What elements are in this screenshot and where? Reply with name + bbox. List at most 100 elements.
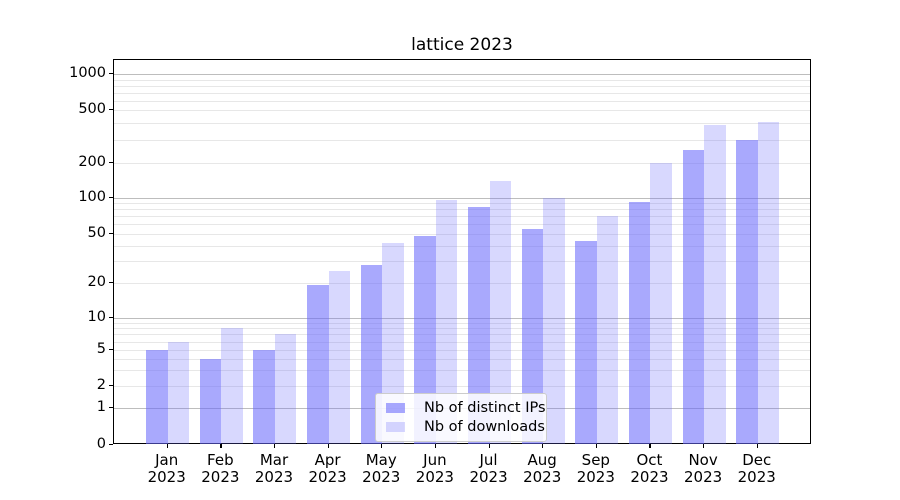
x-tick-mark [756,444,758,448]
y-tick-label: 50 [87,224,106,241]
x-tick-label-line: Jul [479,451,498,469]
x-tick-label-line: 2023 [684,467,723,486]
y-tick-mark [109,406,113,408]
x-tick-mark [649,444,651,448]
x-tick-label-line: 2023 [362,467,401,486]
bar-downloads [167,341,190,445]
x-tick-label: Aug 2023 [510,452,574,485]
x-tick-label-line: 2023 [630,467,669,486]
y-tick-label: 2 [96,377,106,393]
bar-distinct-ips [736,139,758,445]
bar-downloads [221,328,243,445]
x-tick-label-line: Aug [527,451,557,469]
gridline-minor [114,110,810,112]
gridline-minor [114,245,810,247]
legend-swatch-distinct-ips-icon [386,403,405,413]
x-tick-label-line: Oct [636,451,663,469]
y-tick-label: 5 [96,341,106,358]
x-tick-label-line: 2023 [576,467,615,486]
x-tick-mark [327,444,329,448]
x-tick-mark [166,444,168,448]
x-tick-label: Nov 2023 [671,452,735,485]
x-tick-label: Sep 2023 [564,452,628,485]
x-tick-mark [703,444,705,448]
x-tick-label-line: 2023 [201,467,240,486]
y-tick-mark [109,349,113,351]
x-tick-label: Oct 2023 [617,452,681,485]
y-tick-mark [109,109,113,111]
y-tick-label: 0 [96,435,106,452]
gridline-major [114,74,810,76]
bar-distinct-ips [414,235,436,445]
y-tick-mark [109,385,113,387]
bar-distinct-ips [199,358,222,445]
bar-distinct-ips [146,350,168,445]
bar-downloads [328,270,351,445]
gridline-minor [114,233,810,235]
chart-title: lattice 2023 [411,35,513,55]
x-tick-label-line: Nov [688,451,718,469]
x-tick-label: May 2023 [349,452,413,485]
y-tick-mark [109,232,113,234]
x-tick-label-line: May [365,451,397,469]
legend: Nb of distinct IPs Nb of downloads [375,393,547,442]
gridline-minor [114,224,810,226]
gridline-minor [114,216,810,218]
gridline-minor [114,341,810,343]
x-tick-label-line: Apr [314,451,341,469]
bar-distinct-ips [628,202,651,445]
y-tick-mark [109,281,113,283]
bar-downloads [435,200,458,445]
legend-item-distinct-ips: Nb of distinct IPs [386,400,546,416]
x-tick-label: Jul 2023 [457,452,521,485]
x-tick-label: Apr 2023 [296,452,360,485]
gridline-minor [114,203,810,205]
gridline-minor [114,370,810,372]
x-tick-label-line: 2023 [469,467,508,486]
legend-item-downloads: Nb of downloads [386,419,545,435]
gridline-minor [114,123,810,125]
x-tick-label: Dec 2023 [725,452,789,485]
x-tick-label: Jan 2023 [135,452,199,485]
bar-downloads [489,180,512,445]
x-tick-label-line: Dec [742,451,772,469]
plot-area: Nb of distinct IPs Nb of downloads [113,59,811,445]
bar-downloads [704,125,726,445]
x-tick-label: Feb 2023 [188,452,252,485]
bar-downloads [543,197,565,445]
y-tick-label: 1000 [69,65,106,82]
gridline-minor [114,282,810,284]
x-tick-label-line: Mar [259,451,289,469]
x-tick-label-line: 2023 [254,467,294,486]
bar-distinct-ips [575,240,597,445]
x-tick-mark [595,444,597,448]
x-tick-label-line: 2023 [147,467,186,486]
x-tick-mark [434,444,437,448]
x-tick-label-line: 2023 [523,467,562,486]
gridline-minor [114,139,810,141]
y-tick-mark [109,161,113,163]
gridline-major [114,317,810,319]
legend-swatch-downloads-icon [386,422,405,432]
bar-distinct-ips [307,285,329,445]
y-tick-mark [109,316,113,318]
y-tick-mark [109,196,113,198]
x-tick-label-line: 2023 [415,467,454,486]
x-tick-mark [220,444,222,448]
x-tick-label-line: Sep [581,451,610,469]
x-tick-label: Mar 2023 [242,452,306,485]
legend-label-distinct-ips: Nb of distinct IPs [424,400,546,416]
x-tick-mark [488,444,490,448]
legend-label-downloads: Nb of downloads [424,419,545,435]
gridline-minor [114,328,810,330]
gridline-minor [114,79,810,81]
gridline-minor [114,92,810,94]
gridline-minor [114,85,810,87]
bar-downloads [274,334,297,445]
y-tick-label: 200 [78,153,106,170]
bar-distinct-ips [253,350,275,445]
bar-distinct-ips [521,228,544,445]
bar-downloads [757,121,780,445]
bar-downloads [650,162,672,445]
